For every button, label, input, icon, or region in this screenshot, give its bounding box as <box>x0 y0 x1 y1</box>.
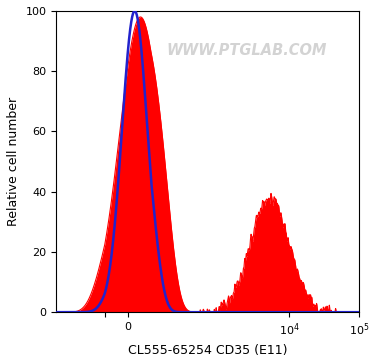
X-axis label: CL555-65254 CD35 (E11): CL555-65254 CD35 (E11) <box>128 344 287 357</box>
Text: WWW.PTGLAB.COM: WWW.PTGLAB.COM <box>167 43 327 58</box>
Y-axis label: Relative cell number: Relative cell number <box>7 97 20 226</box>
